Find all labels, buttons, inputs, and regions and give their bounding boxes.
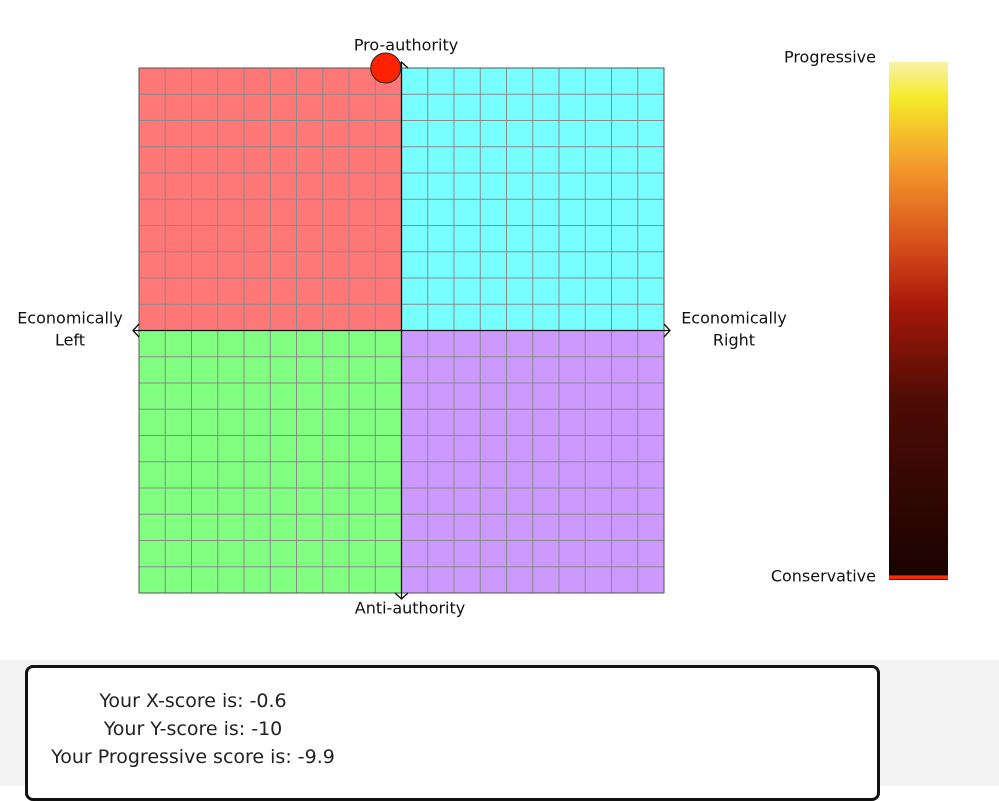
- result-label: Your Progressive score is:: [51, 746, 292, 768]
- compass-chart: Pro-authority Anti-authority Economicall…: [17, 36, 948, 618]
- results-box: Your X-score is: -0.6 Your Y-score is: -…: [25, 665, 880, 801]
- result-label: Your X-score is:: [99, 690, 244, 712]
- result-line: Your Y-score is: -10: [33, 718, 353, 740]
- result-label: Your Y-score is:: [103, 718, 246, 740]
- top-label: Pro-authority: [354, 36, 458, 55]
- result-value: -9.9: [297, 746, 335, 768]
- right-label: Right: [713, 331, 755, 350]
- right-label: Economically: [681, 309, 787, 328]
- axes: [132, 61, 671, 600]
- result-value: -0.6: [249, 690, 287, 712]
- progressive-label: Progressive: [784, 48, 876, 67]
- left-label: Left: [55, 331, 85, 350]
- result-line: Your X-score is: -0.6: [33, 690, 353, 712]
- bottom-label: Anti-authority: [355, 599, 466, 618]
- score-dot: [370, 52, 402, 84]
- conservative-label: Conservative: [771, 567, 876, 586]
- result-value: -10: [251, 718, 283, 740]
- result-line: Your Progressive score is: -9.9: [33, 746, 353, 768]
- left-label: Economically: [17, 309, 123, 328]
- progressive-bar: [889, 62, 948, 580]
